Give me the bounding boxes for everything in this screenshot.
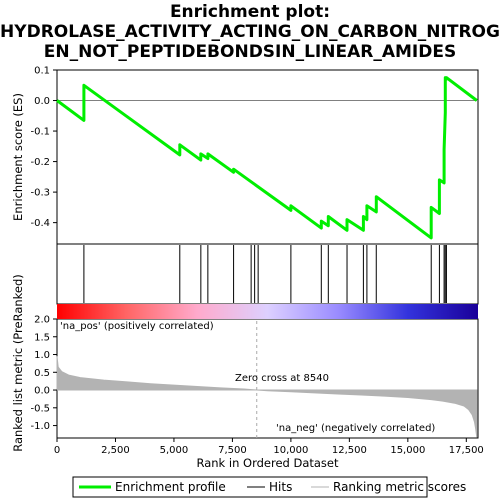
legend-label-2: Ranking metric scores	[333, 480, 466, 494]
xtick-label: 12,500	[332, 445, 367, 456]
es-ytick-label: -0.3	[30, 188, 50, 199]
es-panel-frame	[56, 69, 479, 245]
metric-ytick-label: 0.5	[34, 368, 50, 379]
xtick-label: 15,000	[390, 445, 425, 456]
es-series-line	[56, 76, 478, 240]
metric-area	[56, 356, 478, 438]
neg-correlated-label: 'na_neg' (negatively correlated)	[276, 423, 435, 434]
metric-ytick-label: 1.0	[34, 350, 50, 361]
metric-ytick-label: -0.5	[30, 403, 50, 414]
metric-ytick-label: 2.0	[34, 315, 50, 326]
chart-title-line-3: EN_NOT_PEPTIDEBONDSIN_LINEAR_AMIDES	[43, 42, 457, 62]
xtick-label: 5,000	[160, 445, 189, 456]
metric-ytick-label: 1.5	[34, 332, 50, 343]
metric-ytick-label: -1.0	[30, 421, 50, 432]
pos-correlated-label: 'na_pos' (positively correlated)	[60, 321, 214, 332]
hits-panel-frame	[56, 243, 479, 305]
xtick-label: 0	[54, 445, 60, 456]
es-ytick-label: -0.2	[30, 157, 50, 168]
chart-title-line-2: HYDROLASE_ACTIVITY_ACTING_ON_CARBON_NITR…	[0, 22, 500, 42]
xtick-label: 17,500	[449, 445, 484, 456]
es-ytick-label: -0.4	[30, 218, 50, 229]
xtick-label: 10,000	[273, 445, 308, 456]
zero-cross-label: Zero cross at 8540	[235, 373, 329, 384]
xtick-label: 2,500	[101, 445, 130, 456]
ranking-colorbar	[57, 304, 478, 319]
metric-xlabel: Rank in Ordered Dataset	[196, 456, 339, 470]
es-ytick-label: 0.0	[34, 96, 50, 107]
es-ytick-label: 0.1	[34, 66, 50, 77]
legend-label-1: Hits	[269, 480, 292, 494]
es-ylabel: Enrichment score (ES)	[11, 93, 25, 221]
metric-ylabel: Ranked list metric (PreRanked)	[11, 274, 25, 452]
legend-label-0: Enrichment profile	[115, 480, 226, 494]
chart-title-line-1: Enrichment plot:	[169, 2, 331, 22]
es-ytick-label: -0.1	[30, 127, 50, 138]
metric-ytick-label: 0.0	[34, 386, 50, 397]
xtick-label: 7,500	[218, 445, 247, 456]
